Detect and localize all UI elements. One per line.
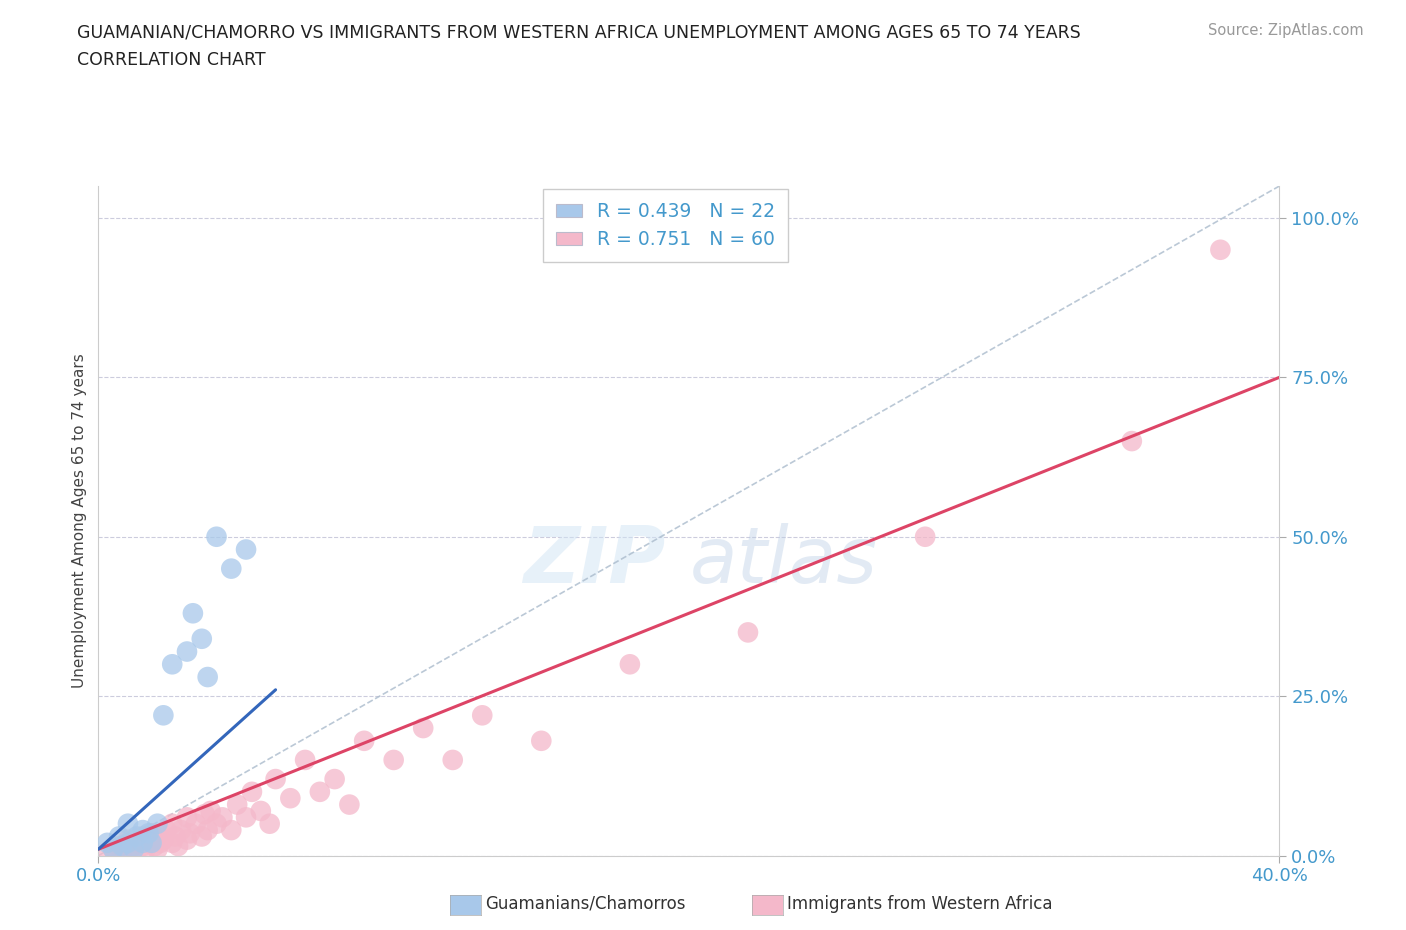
Point — [176, 832, 198, 847]
Point — [226, 797, 249, 812]
Point — [1209, 243, 1232, 258]
Text: GUAMANIAN/CHAMORRO VS IMMIGRANTS FROM WESTERN AFRICA UNEMPLOYMENT AMONG AGES 65 : GUAMANIAN/CHAMORRO VS IMMIGRANTS FROM WE… — [77, 23, 1081, 41]
Point — [125, 835, 148, 850]
Text: Source: ZipAtlas.com: Source: ZipAtlas.com — [1208, 23, 1364, 38]
Point — [141, 826, 163, 841]
Point — [167, 839, 190, 854]
Point — [96, 845, 118, 860]
Point — [162, 657, 183, 671]
Point — [294, 752, 316, 767]
Point — [138, 826, 160, 841]
Legend: R = 0.439   N = 22, R = 0.751   N = 60: R = 0.439 N = 22, R = 0.751 N = 60 — [543, 189, 789, 262]
Point — [103, 842, 125, 857]
Point — [353, 734, 375, 749]
Point — [240, 784, 263, 799]
Point — [162, 817, 183, 831]
Point — [412, 721, 434, 736]
Point — [309, 784, 332, 799]
Point — [117, 835, 139, 850]
Point — [194, 806, 217, 821]
Point — [117, 832, 139, 847]
Point — [323, 772, 346, 787]
Text: ZIP: ZIP — [523, 523, 665, 599]
Point — [132, 835, 155, 850]
Text: atlas: atlas — [689, 523, 877, 599]
Point — [135, 842, 157, 857]
Point — [111, 844, 134, 858]
Point — [337, 797, 360, 812]
Point — [120, 841, 142, 856]
Point — [278, 790, 302, 805]
Point — [165, 829, 187, 844]
Point — [914, 529, 936, 544]
Point — [117, 817, 139, 831]
Point — [149, 835, 172, 850]
Point — [152, 832, 174, 847]
Point — [122, 842, 145, 857]
Point — [132, 839, 155, 854]
Point — [96, 835, 118, 850]
Point — [141, 835, 163, 850]
Text: Guamanians/Chamorros: Guamanians/Chamorros — [485, 895, 686, 913]
Point — [152, 708, 174, 723]
Point — [191, 631, 214, 646]
Point — [181, 605, 204, 620]
Point — [146, 829, 169, 844]
Point — [108, 829, 131, 844]
Point — [117, 842, 139, 857]
Point — [125, 829, 148, 844]
Point — [219, 561, 242, 576]
Point — [1121, 433, 1143, 448]
Point — [264, 772, 287, 787]
Point — [108, 839, 131, 854]
Point — [205, 817, 228, 831]
Point — [219, 823, 242, 838]
Point — [146, 817, 169, 831]
Point — [197, 670, 219, 684]
Point — [155, 823, 177, 838]
Point — [146, 842, 169, 857]
Point — [382, 752, 405, 767]
Point — [191, 829, 214, 844]
Point — [235, 542, 257, 557]
Point — [132, 823, 155, 838]
Point — [530, 734, 553, 749]
Point — [138, 832, 160, 847]
Point — [143, 839, 166, 854]
Point — [111, 839, 134, 854]
Point — [205, 529, 228, 544]
Point — [184, 817, 207, 831]
Point — [441, 752, 464, 767]
Point — [235, 810, 257, 825]
Point — [170, 823, 193, 838]
Point — [197, 823, 219, 838]
Text: CORRELATION CHART: CORRELATION CHART — [77, 51, 266, 69]
Point — [141, 835, 163, 850]
Point — [103, 842, 125, 857]
Point — [211, 810, 233, 825]
Point — [162, 835, 183, 850]
Point — [176, 810, 198, 825]
Point — [200, 804, 222, 818]
Point — [105, 845, 128, 860]
Point — [471, 708, 494, 723]
Point — [737, 625, 759, 640]
Y-axis label: Unemployment Among Ages 65 to 74 years: Unemployment Among Ages 65 to 74 years — [72, 353, 87, 688]
Point — [122, 839, 145, 854]
Point — [179, 826, 201, 841]
Point — [259, 817, 281, 831]
Point — [250, 804, 273, 818]
Point — [619, 657, 641, 671]
Point — [176, 644, 198, 659]
Text: Immigrants from Western Africa: Immigrants from Western Africa — [787, 895, 1053, 913]
Point — [132, 829, 155, 844]
